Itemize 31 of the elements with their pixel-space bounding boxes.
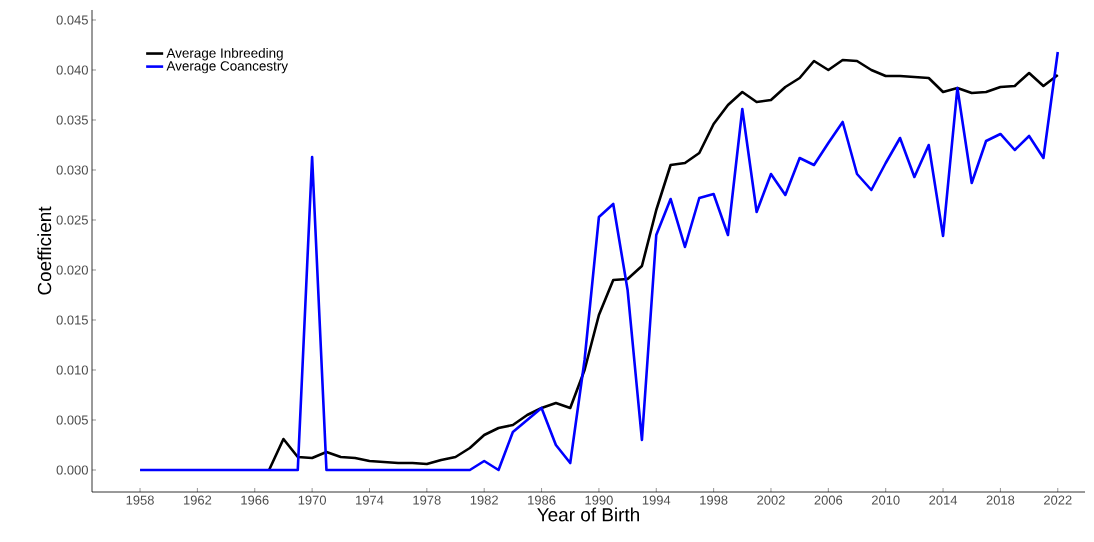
y-tick-label: 0.000 [56,465,88,475]
legend-label: Average Coancestry [166,61,289,74]
x-tick-label: 1962 [183,495,212,505]
x-tick-label: 1974 [356,495,384,505]
x-axis-title: Year of Birth [537,507,639,522]
x-tick-label: 1978 [413,495,441,505]
y-tick-label: 0.010 [56,365,88,375]
x-tick-label: 1990 [585,495,613,505]
y-tick-label: 0.005 [56,415,88,425]
y-tick-label: 0.015 [56,315,88,325]
x-tick-label: 2010 [871,495,900,505]
x-tick-label: 2022 [1044,495,1072,505]
x-tick-label: 1982 [470,495,498,505]
x-tick-label: 1966 [241,495,269,505]
x-tick-label: 1994 [642,495,671,505]
y-axis-title: Coefficient [37,206,52,295]
x-tick-label: 2006 [814,495,843,505]
y-tick-label: 0.040 [56,65,88,75]
y-tick-label: 0.045 [56,15,88,25]
y-tick-label: 0.020 [56,265,88,275]
x-tick-label: 2014 [929,495,958,505]
x-tick-label: 1998 [700,495,728,505]
x-tick-label: 2018 [986,495,1015,505]
legend-label: Average Inbreeding [166,47,283,61]
y-tick-label: 0.030 [56,165,88,175]
x-tick-label: 2002 [757,495,785,505]
y-tick-label: 0.025 [56,215,88,225]
x-tick-label: 1958 [126,495,154,505]
x-tick-label: 1970 [298,495,327,505]
x-tick-label: 1986 [528,495,556,505]
y-tick-label: 0.035 [56,115,88,125]
